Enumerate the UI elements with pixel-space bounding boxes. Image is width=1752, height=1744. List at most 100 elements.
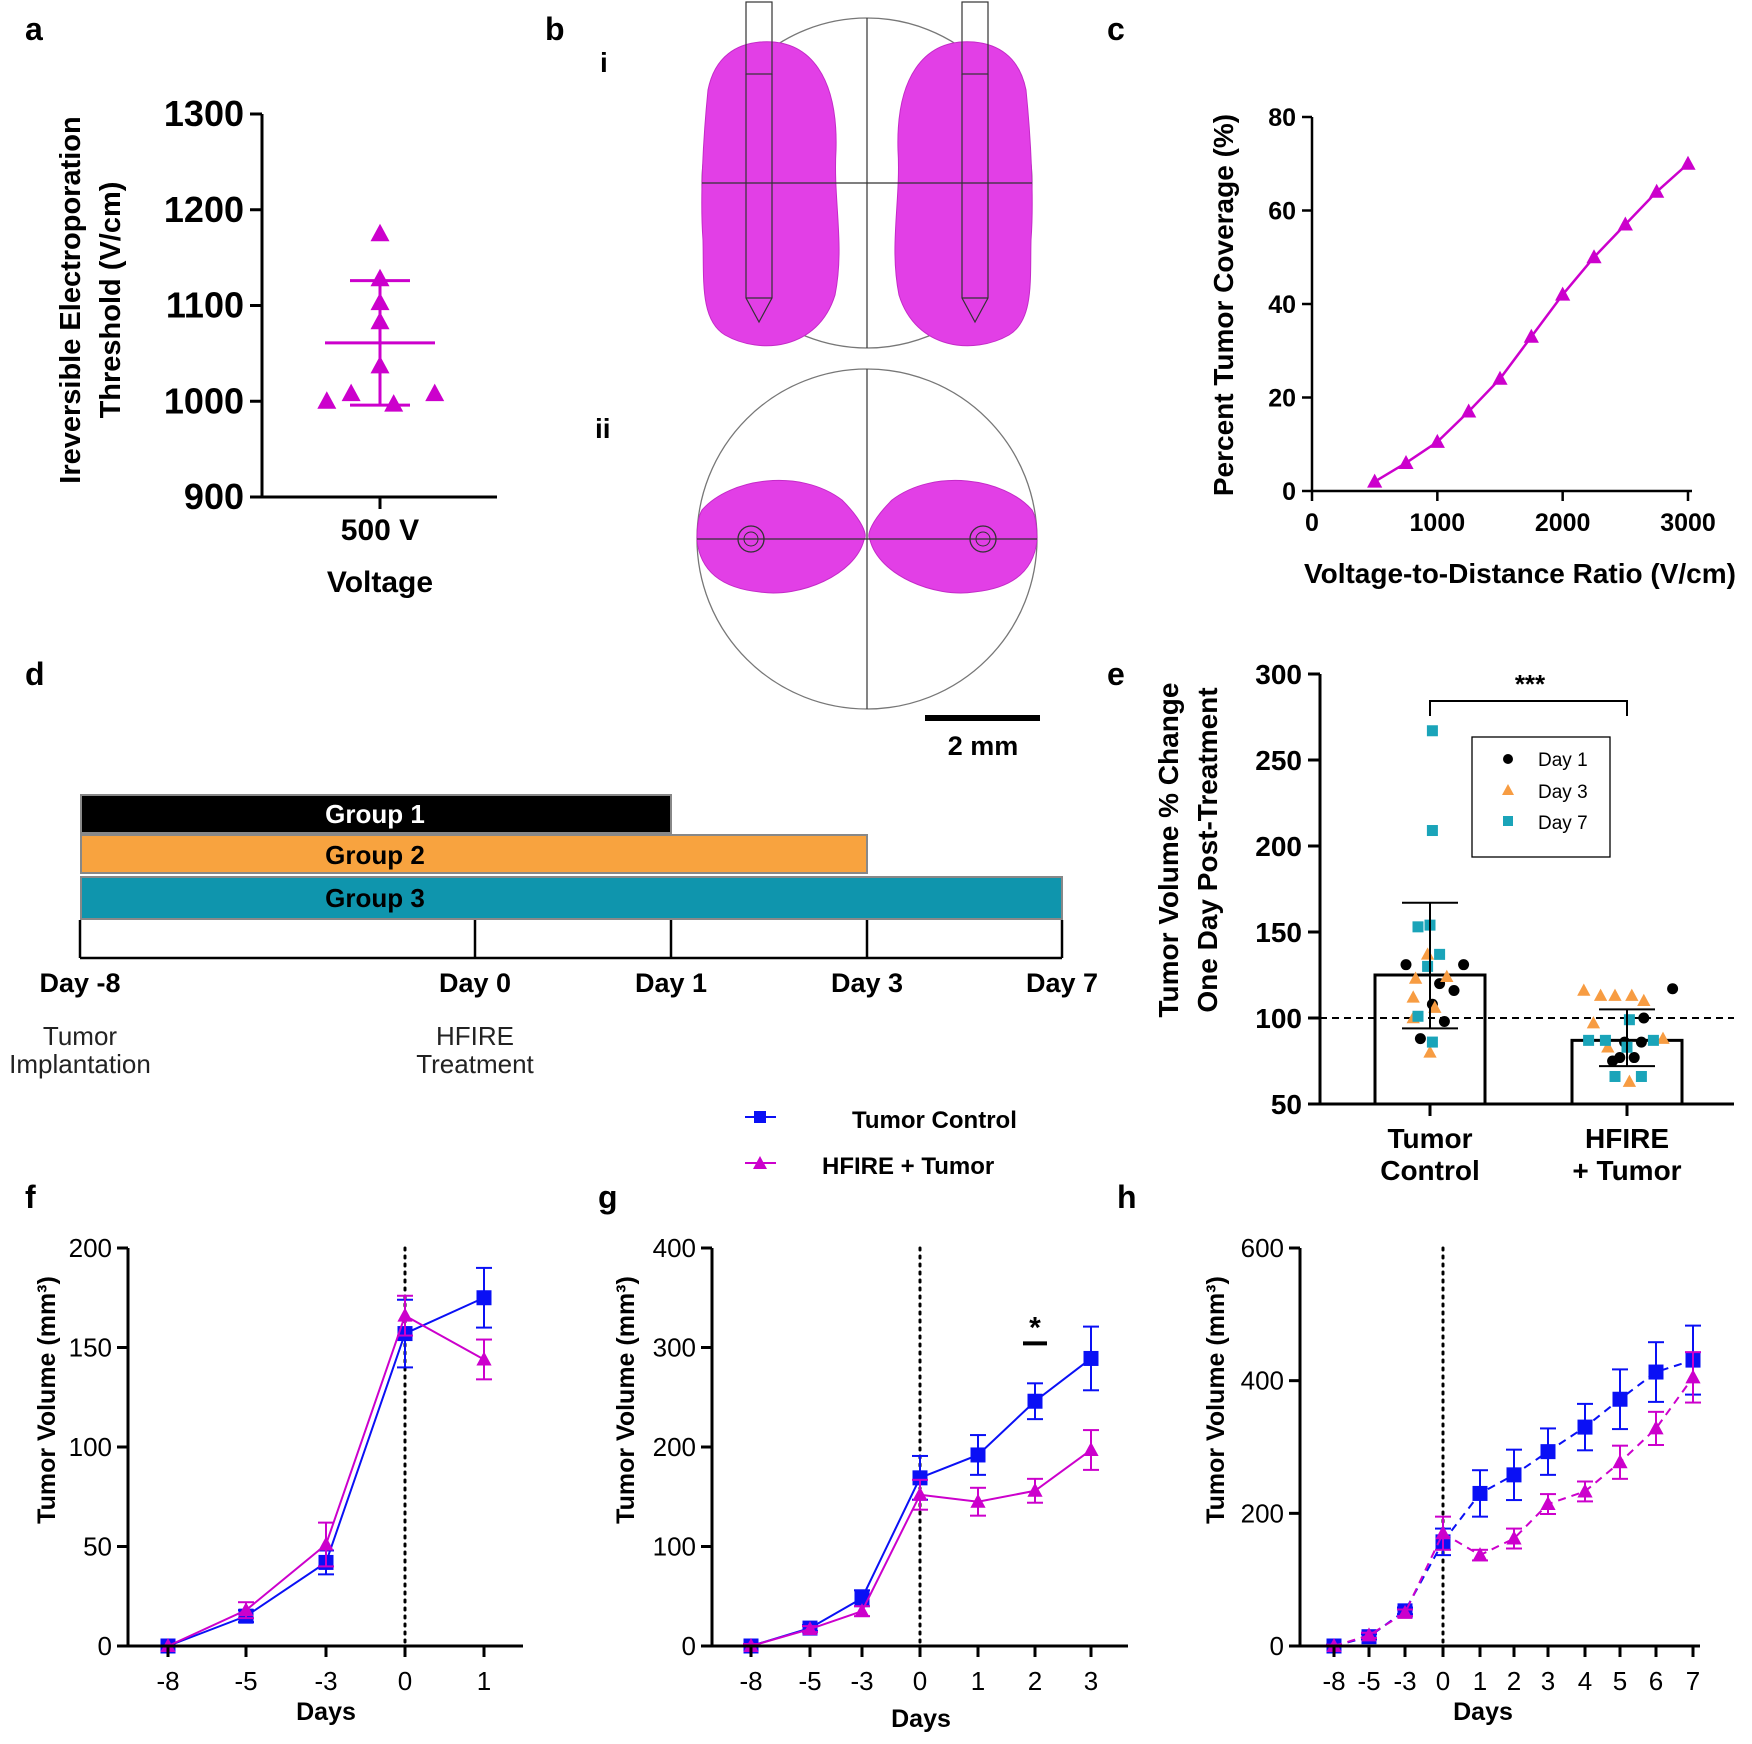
- e-point-day3: [1593, 988, 1608, 1001]
- c-data-point: [1367, 473, 1383, 488]
- panel-a-chart: Ireversible Electroporation Threshold (V…: [55, 93, 497, 599]
- timeline-group-2-label: Group 2: [325, 840, 425, 870]
- panel-label-a: a: [25, 11, 43, 47]
- b-ii-right-ablation-zone: [868, 480, 1038, 594]
- c-y-tick-label: 40: [1268, 291, 1296, 319]
- panel-e-chart: Tumor Volume % Change One Day Post-Treat…: [1153, 659, 1734, 1186]
- e-legend-label-day3: Day 3: [1538, 782, 1588, 803]
- h-hfire-point: [1577, 1483, 1593, 1498]
- g-x-tick-label: 2: [1028, 1666, 1042, 1696]
- g-hfire-point: [802, 1621, 818, 1636]
- f-x-tick-label: 1: [477, 1666, 491, 1696]
- e-y-tick-label: 200: [1255, 831, 1302, 862]
- a-data-point: [370, 311, 390, 330]
- timeline-note-implant-1: Tumor: [43, 1021, 117, 1051]
- g-hfire-point: [1083, 1441, 1099, 1456]
- a-data-point: [370, 355, 390, 374]
- h-x-tick-label: -8: [1322, 1666, 1345, 1696]
- a-data-point: [341, 383, 361, 402]
- g-y-tick-label: 200: [653, 1432, 696, 1462]
- c-xlabel: Voltage-to-Distance Ratio (V/cm): [1304, 558, 1736, 589]
- e-category-1-line1: Tumor: [1387, 1123, 1472, 1154]
- h-x-tick-label: 7: [1686, 1666, 1700, 1696]
- h-hfire-point: [1472, 1547, 1488, 1562]
- legend-hfire-label: HFIRE + Tumor: [822, 1153, 994, 1180]
- f-y-tick-label: 150: [69, 1333, 112, 1363]
- e-point-day3: [1440, 969, 1454, 982]
- h-control-point: [1577, 1419, 1593, 1435]
- panel-g-chart: Tumor Volume (mm³) Days 0 100 200 300 400 -8 -…: [612, 1233, 1128, 1733]
- a-data-point: [370, 292, 390, 311]
- e-point-day7: [1583, 1034, 1595, 1046]
- f-series-1-line-pre: [167, 1315, 406, 1647]
- e-point-day1: [1458, 959, 1470, 971]
- a-ylabel-line2: Threshold (V/cm): [95, 182, 127, 419]
- e-point-day7: [1426, 1036, 1438, 1048]
- legend-hfire-marker: [753, 1156, 767, 1169]
- h-x-tick-label: 0: [1436, 1666, 1450, 1696]
- g-series-1-line-post: [919, 1449, 1092, 1503]
- a-data-point: [370, 223, 390, 242]
- h-hfire-point: [1397, 1604, 1413, 1619]
- timeline-day-minus8: Day -8: [39, 968, 120, 998]
- b-view-i: [701, 1, 1033, 349]
- panel-b-schematic: i ii: [595, 1, 1040, 761]
- timeline-bar-group-1: [80, 794, 672, 834]
- b-ii-left-electrode: [737, 525, 765, 553]
- c-data-point: [1617, 216, 1633, 231]
- panel-label-e: e: [1107, 656, 1125, 692]
- e-significance-bracket: [1429, 700, 1628, 716]
- c-data-point: [1555, 286, 1571, 301]
- timeline-day-0: Day 0: [439, 968, 511, 998]
- panel-h-chart: Tumor Volume (mm³) Days 0 200 400 600 -8 -5 -3…: [1202, 1233, 1701, 1726]
- e-category-1-line2: Control: [1380, 1155, 1480, 1186]
- b-i-right-electrode: [961, 1, 989, 324]
- g-x-tick-label: -8: [739, 1666, 762, 1696]
- f-hfire-point: [238, 1602, 254, 1617]
- e-point-day3: [1420, 947, 1435, 960]
- h-y-tick-label: 200: [1241, 1498, 1284, 1528]
- timeline-day-1: Day 1: [635, 968, 707, 998]
- timeline-group-3-label: Group 3: [325, 883, 425, 913]
- g-series-1-line-pre: [750, 1494, 921, 1647]
- panel-label-d: d: [25, 656, 45, 692]
- e-point-day7: [1599, 1034, 1611, 1046]
- c-y-tick-label: 80: [1268, 104, 1296, 132]
- c-data-point: [1429, 433, 1445, 448]
- legend-control-marker: [754, 1111, 766, 1123]
- f-series-0-line-pre: [167, 1333, 406, 1647]
- b-i-right-ablation-zone: [894, 41, 1033, 347]
- h-hfire-point: [1648, 1420, 1664, 1435]
- g-x-tick-label: -3: [850, 1666, 873, 1696]
- e-ylabel-line2: One Day Post-Treatment: [1192, 687, 1223, 1012]
- e-significance: ***: [1515, 669, 1546, 699]
- e-point-day3: [1625, 988, 1639, 1001]
- panel-f-chart: Tumor Volume (mm³) Days 0 50 100 150 200 -8 -5…: [33, 1233, 523, 1726]
- g-control-point: [1083, 1350, 1099, 1366]
- e-category-2-line2: + Tumor: [1572, 1155, 1681, 1186]
- h-x-tick-label: -5: [1357, 1666, 1380, 1696]
- h-hfire-point: [1540, 1496, 1556, 1511]
- e-legend-box: [1471, 736, 1611, 858]
- e-point-day1: [1414, 1033, 1426, 1045]
- e-point-day1: [1638, 1012, 1650, 1024]
- f-y-tick-label: 100: [69, 1432, 112, 1462]
- c-data-point: [1461, 403, 1477, 418]
- c-y-tick-label: 0: [1282, 478, 1296, 506]
- e-point-day7: [1647, 1034, 1659, 1046]
- e-point-day3: [1622, 1074, 1637, 1087]
- a-y-tick-label: 900: [184, 476, 244, 517]
- g-control-point: [970, 1447, 986, 1463]
- panel-c-chart: Percent Tumor Coverage (%) Voltage-to-Di…: [1208, 104, 1736, 589]
- a-data-point: [425, 383, 445, 402]
- h-x-tick-label: 5: [1613, 1666, 1627, 1696]
- g-hfire-point: [970, 1493, 986, 1508]
- f-hfire-point: [318, 1536, 334, 1551]
- e-category-2-line1: HFIRE: [1585, 1123, 1669, 1154]
- h-xlabel: Days: [1453, 1698, 1513, 1726]
- a-category-label: 500 V: [341, 514, 419, 547]
- g-hfire-point: [912, 1486, 928, 1501]
- f-x-tick-label: -8: [156, 1666, 179, 1696]
- timeline-note-treatment-2: Treatment: [416, 1049, 534, 1079]
